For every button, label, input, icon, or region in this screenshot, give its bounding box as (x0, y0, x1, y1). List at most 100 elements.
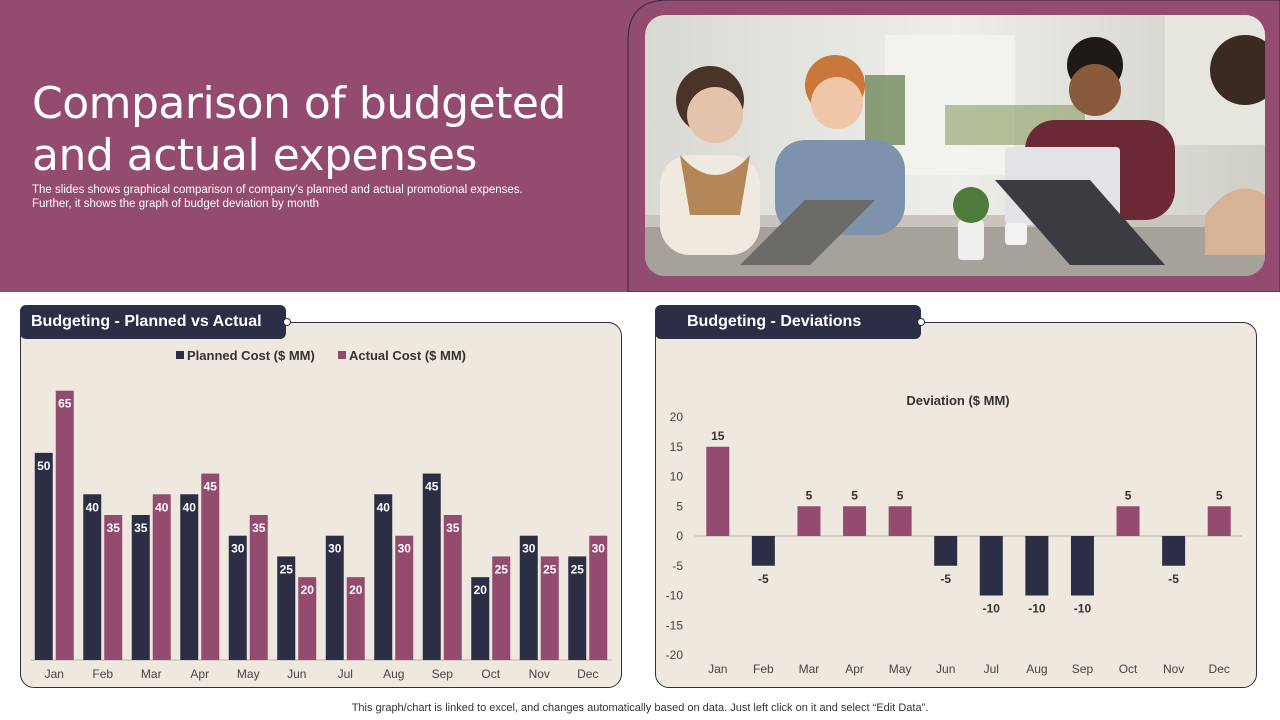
y-tick-label: -10 (666, 589, 684, 603)
legend-label: Planned Cost ($ MM) (187, 348, 315, 363)
x-tick-label: Dec (1209, 662, 1230, 676)
page-subtitle: The slides shows graphical comparison of… (32, 184, 523, 210)
bar-planned (34, 452, 53, 660)
bar-planned (131, 515, 150, 660)
data-label: 25 (571, 562, 585, 576)
deviation-chart[interactable]: Deviation ($ MM) 20 15 10 5 0 -5 -10 -15 -20 15 Jan… (655, 322, 1257, 688)
deviation-bar (888, 506, 912, 536)
bar-actual (395, 535, 414, 660)
bar-actual (201, 473, 220, 660)
x-tick-label: Feb (753, 662, 774, 676)
data-label: 30 (398, 542, 412, 556)
data-label: 50 (37, 459, 51, 473)
x-tick-label: Apr (190, 667, 209, 681)
bar-planned (519, 535, 538, 660)
data-label: 5 (1216, 488, 1223, 502)
team-meeting-photo (645, 15, 1265, 276)
data-label: 30 (231, 542, 245, 556)
y-tick-label: -15 (666, 618, 684, 632)
bar-planned (325, 535, 344, 660)
x-tick-label: Jan (708, 662, 727, 676)
page-title: Comparison of budgeted and actual expens… (32, 78, 566, 181)
deviation-bar (843, 506, 867, 536)
data-label: 35 (446, 521, 460, 535)
bar-actual (346, 577, 365, 660)
deviation-bar (797, 506, 821, 536)
data-label: 30 (522, 542, 536, 556)
footer-note: This graph/chart is linked to excel, and… (351, 702, 929, 714)
deviations-panel (655, 322, 1257, 688)
deviation-bar (979, 536, 1003, 596)
data-label: 40 (377, 500, 391, 514)
x-tick-label: May (237, 667, 260, 681)
bar-planned (83, 494, 102, 660)
data-label: -5 (1168, 572, 1179, 586)
data-label: 20 (349, 583, 363, 597)
x-tick-label: Feb (92, 667, 113, 681)
bar-actual (589, 535, 608, 660)
bar-actual (152, 494, 171, 660)
x-tick-label: Sep (1072, 662, 1094, 676)
y-tick-label: 5 (676, 499, 683, 513)
data-label: 35 (107, 521, 121, 535)
x-tick-label: Sep (432, 667, 454, 681)
bar-actual (249, 515, 268, 660)
x-tick-label: Mar (141, 667, 162, 681)
label-knob (283, 318, 291, 326)
deviation-bar (1207, 506, 1231, 536)
x-tick-label: Nov (1163, 662, 1184, 676)
x-tick-label: Aug (383, 667, 404, 681)
label-knob (917, 318, 925, 326)
data-label: 65 (58, 397, 72, 411)
deviation-bar (1162, 536, 1186, 566)
planned-vs-actual-label: Budgeting - Planned vs Actual (20, 305, 286, 339)
x-tick-label: Jan (45, 667, 64, 681)
legend-swatch (338, 351, 346, 359)
data-label: 40 (183, 500, 197, 514)
data-label: 45 (204, 480, 218, 494)
data-label: 40 (155, 500, 169, 514)
data-label: -10 (1074, 602, 1092, 616)
bar-actual (443, 515, 462, 660)
data-label: -5 (758, 572, 769, 586)
x-tick-label: May (889, 662, 912, 676)
planned-vs-actual-chart[interactable]: Planned Cost ($ MM) Actual Cost ($ MM) 50 6… (20, 322, 622, 688)
chart-title: Deviation ($ MM) (906, 393, 1009, 408)
y-tick-label: 0 (676, 529, 683, 543)
panel-label-connector (925, 322, 965, 323)
deviation-bar (934, 536, 958, 566)
data-label: 20 (301, 583, 315, 597)
bar-actual (540, 556, 559, 660)
bar-planned (277, 556, 296, 660)
data-label: -5 (940, 572, 951, 586)
bar-actual (492, 556, 511, 660)
bar-planned (422, 473, 441, 660)
bar-planned (228, 535, 247, 660)
y-tick-label: 10 (670, 470, 684, 484)
data-label: 5 (851, 488, 858, 502)
deviation-bar (1116, 506, 1140, 536)
data-label: 25 (543, 562, 557, 576)
x-tick-label: Apr (845, 662, 864, 676)
bar-planned (180, 494, 199, 660)
data-label: 35 (134, 521, 148, 535)
x-tick-label: Nov (529, 667, 550, 681)
bar-planned (374, 494, 393, 660)
x-tick-label: Aug (1026, 662, 1047, 676)
data-label: 5 (897, 488, 904, 502)
data-label: 30 (592, 542, 606, 556)
x-tick-label: Jun (287, 667, 306, 681)
data-label: -10 (983, 602, 1001, 616)
legend-label: Actual Cost ($ MM) (349, 348, 466, 363)
data-label: 30 (328, 542, 342, 556)
x-tick-label: Oct (1119, 662, 1138, 676)
y-tick-label: 15 (670, 440, 684, 454)
x-tick-label: Jul (338, 667, 353, 681)
deviations-label: Budgeting - Deviations (655, 305, 921, 339)
y-tick-label: -5 (672, 559, 683, 573)
y-tick-label: 20 (670, 410, 684, 424)
bar-planned (471, 577, 490, 660)
x-tick-label: Mar (799, 662, 820, 676)
data-label: 5 (806, 488, 813, 502)
deviation-bar (1025, 536, 1049, 596)
